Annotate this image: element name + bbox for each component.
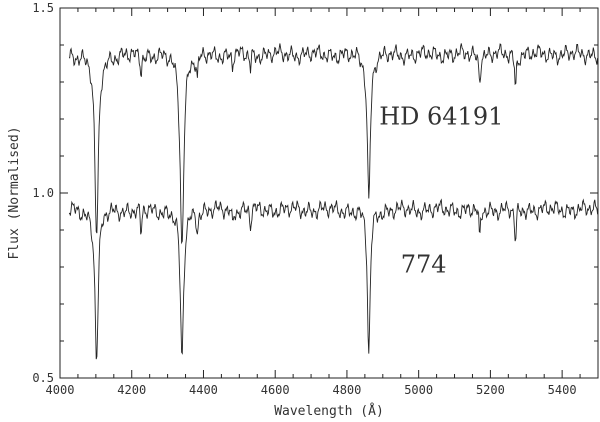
series-label-hd64191: HD 64191 (379, 103, 503, 131)
axis-ticks: 4000 4200 4400 4600 4800 5000 5200 5400 0.5 1.0 1.… (32, 1, 598, 397)
annotations: HD 64191 774 (379, 103, 503, 279)
series-group (68, 43, 599, 360)
series-label-774: 774 (401, 251, 447, 279)
y-tick-label: 1.0 (32, 186, 54, 200)
y-axis-label: Flux (Normalised) (7, 126, 22, 259)
plot-frame (59, 7, 599, 379)
spectrum-line-hd64191 (69, 43, 599, 245)
x-tick-label: 5000 (404, 383, 433, 397)
x-tick-label: 4800 (332, 383, 361, 397)
spectrum-line-774 (68, 198, 599, 360)
x-tick-label: 4200 (117, 383, 146, 397)
y-tick-label: 1.5 (32, 1, 54, 15)
x-tick-label: 5200 (476, 383, 505, 397)
x-tick-label: 5400 (548, 383, 577, 397)
x-tick-label: 4400 (189, 383, 218, 397)
x-tick-label: 4000 (46, 383, 75, 397)
x-axis-label: Wavelength (Å) (274, 403, 384, 419)
x-tick-label: 4600 (261, 383, 290, 397)
y-tick-label: 0.5 (32, 371, 54, 385)
